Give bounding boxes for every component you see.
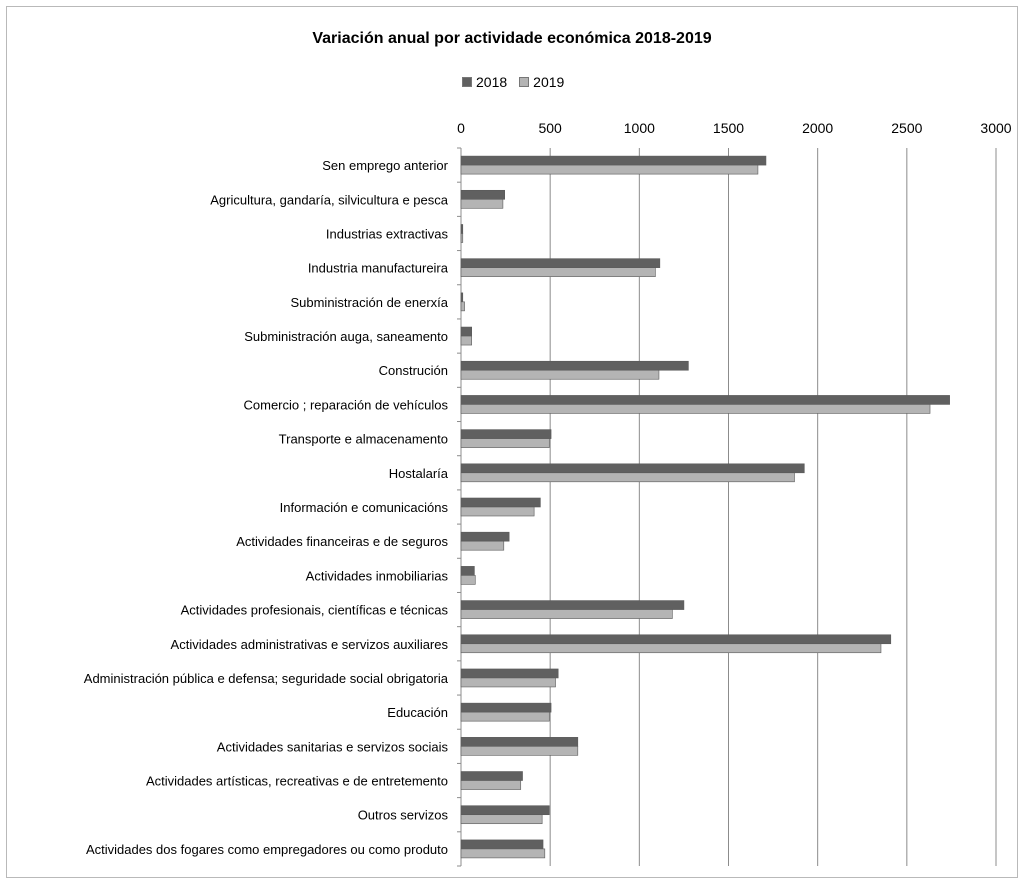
category-label: Actividades sanitarias e servizos sociai…: [217, 739, 449, 754]
category-label: Comercio ; reparación de vehículos: [244, 397, 449, 412]
bar-2019: [460, 711, 550, 722]
legend: 2018 2019: [462, 74, 564, 90]
x-tick-label-1500: 1500: [713, 120, 744, 136]
bar-2018: [460, 702, 552, 713]
bar-2019: [460, 404, 931, 414]
category-label: Hostalaría: [389, 466, 449, 481]
bar-2019: [460, 746, 579, 756]
category-label: Actividades artísticas, recreativas e de…: [146, 774, 448, 789]
bar-2018: [460, 155, 767, 166]
bar-2019: [460, 609, 673, 619]
bar-2018: [460, 668, 559, 679]
bar-2018: [460, 771, 523, 781]
bar-2019: [460, 677, 556, 688]
bar-2018: [460, 566, 475, 576]
bar-2019: [460, 369, 660, 380]
bar-2019: [460, 780, 522, 790]
category-label: Actividades administrativas e servizos a…: [171, 637, 449, 652]
bar-2019: [460, 301, 465, 312]
category-label: Construción: [379, 363, 448, 378]
bar-2018: [460, 737, 579, 747]
category-label: Outros servizos: [358, 808, 449, 823]
chart-title: Variación anual por actividade económica…: [312, 30, 712, 47]
bar-2019: [460, 540, 505, 551]
bar-2019: [460, 198, 504, 209]
bar-2018: [460, 497, 541, 508]
bar-2018: [460, 600, 685, 610]
x-tick-label-0: 0: [457, 120, 465, 136]
bar-2018: [460, 531, 510, 542]
category-label: Subministración de enerxía: [290, 295, 448, 310]
legend-item-2018: 2018: [462, 74, 507, 90]
bar-2019: [460, 575, 476, 585]
bar-2018: [460, 805, 550, 816]
bar-2019: [460, 233, 464, 243]
bar-2019: [460, 267, 656, 277]
x-tick-label-2500: 2500: [891, 120, 922, 136]
bar-2018: [460, 839, 544, 850]
bar-2018: [460, 189, 505, 200]
category-label: Actividades financeiras e de seguros: [236, 534, 448, 549]
category-label: Transporte e almacenamento: [279, 432, 448, 447]
category-label: Subministración auga, saneamento: [244, 329, 448, 344]
category-label: Actividades inmobiliarias: [306, 568, 449, 583]
bar-2019: [460, 164, 759, 175]
category-label: Actividades dos fogares como empregadore…: [86, 842, 448, 857]
bar-2019: [460, 506, 535, 517]
category-label: Agricultura, gandaría, silvicultura e pe…: [210, 192, 449, 207]
legend-swatch-2018: [462, 77, 472, 87]
legend-label-2018: 2018: [476, 74, 508, 90]
legend-label-2019: 2019: [533, 74, 565, 90]
bar-2019: [460, 472, 795, 483]
x-tick-label-2000: 2000: [802, 120, 833, 136]
legend-swatch-2019: [519, 77, 530, 87]
bar-2018: [460, 429, 552, 439]
bar-2018: [460, 326, 472, 337]
category-label: Industria manufactureira: [308, 261, 449, 276]
bar-2018: [460, 258, 661, 268]
bar-2018: [460, 634, 892, 645]
bar-2019: [460, 848, 546, 859]
x-tick-label-3000: 3000: [980, 120, 1011, 136]
bar-2018: [460, 292, 464, 303]
category-label: Industrias extractivas: [326, 226, 449, 241]
bar-2018: [460, 224, 464, 234]
category-label: Educación: [387, 705, 448, 720]
bar-2019: [460, 643, 882, 654]
bar-2018: [460, 395, 950, 405]
x-tick-label-1000: 1000: [624, 120, 655, 136]
bar-2019: [460, 335, 472, 346]
bar-2019: [460, 814, 543, 825]
category-label: Administración pública e defensa; seguri…: [84, 671, 449, 686]
bar-2018: [460, 360, 689, 371]
x-tick-label-500: 500: [538, 120, 562, 136]
category-label: Sen emprego anterior: [322, 158, 448, 173]
bar-2018: [460, 463, 805, 474]
legend-item-2019: 2019: [519, 74, 564, 90]
category-label: Actividades profesionais, científicas e …: [181, 603, 449, 618]
bar-2019: [460, 438, 550, 448]
category-label: Información e comunicacións: [280, 500, 449, 515]
